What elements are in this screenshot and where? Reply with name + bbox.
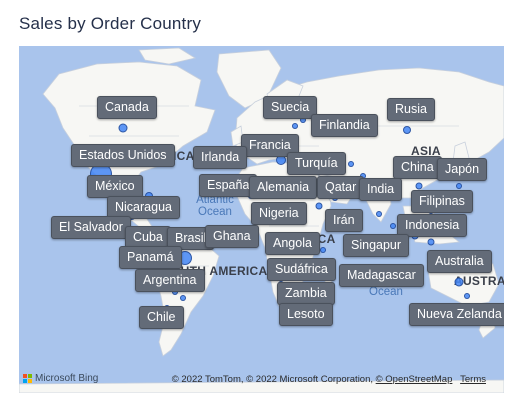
visual-title: Sales by Order Country <box>19 14 202 33</box>
country-tag-francia[interactable]: Francia <box>241 134 299 157</box>
country-tag-madagascar[interactable]: Madagascar <box>339 264 424 287</box>
sales-bubble[interactable] <box>415 182 423 190</box>
sales-bubble[interactable] <box>118 123 128 133</box>
country-tag-suecia[interactable]: Suecia <box>263 96 318 119</box>
sales-bubble[interactable] <box>376 211 382 217</box>
country-tag-mexico[interactable]: México <box>87 175 143 198</box>
country-tag-el-salvador[interactable]: El Salvador <box>51 216 131 239</box>
country-tag-chile[interactable]: Chile <box>139 306 184 329</box>
country-tag-brasil[interactable]: Brasil <box>167 227 215 250</box>
country-tag-singapur[interactable]: Singapur <box>343 234 410 257</box>
country-tag-rusia[interactable]: Rusia <box>387 98 435 121</box>
country-tag-china[interactable]: China <box>393 156 442 179</box>
sales-bubble[interactable] <box>454 277 464 287</box>
country-tag-angola[interactable]: Angola <box>265 232 320 255</box>
terms-link[interactable]: Terms <box>460 374 486 385</box>
map-canvas[interactable]: ASIA RICA OUTH AMERICA ICA AUSTRALI Atla… <box>19 46 504 393</box>
bing-logo: Microsoft Bing <box>23 373 98 384</box>
country-tag-lesoto[interactable]: Lesoto <box>279 303 333 326</box>
country-tag-nicaragua[interactable]: Nicaragua <box>107 196 180 219</box>
sales-bubble[interactable] <box>320 247 326 253</box>
ocean-label-atlantic: Atlantic Ocean <box>196 194 234 218</box>
country-tag-qatar[interactable]: Qatar <box>317 176 365 199</box>
country-tag-panama[interactable]: Panamá <box>119 246 182 269</box>
sales-bubble[interactable] <box>464 293 470 299</box>
country-tag-espana[interactable]: España <box>199 174 258 197</box>
country-tag-estados-unidos[interactable]: Estados Unidos <box>71 144 175 167</box>
sales-bubble[interactable] <box>403 126 411 134</box>
country-tag-irlanda[interactable]: Irlanda <box>193 146 248 169</box>
ocean-label-indian: Ocean <box>369 286 403 298</box>
sales-bubble[interactable] <box>427 238 435 246</box>
map-attribution: © 2022 TomTom, © 2022 Microsoft Corporat… <box>172 374 486 385</box>
country-tag-finlandia[interactable]: Finlandia <box>311 114 378 137</box>
country-tag-australia[interactable]: Australia <box>427 250 492 273</box>
country-tag-ghana[interactable]: Ghana <box>205 225 259 248</box>
sales-bubble[interactable] <box>456 183 462 189</box>
microsoft-logo-icon <box>23 373 33 384</box>
sales-bubble[interactable] <box>180 295 186 301</box>
country-tag-japon[interactable]: Japón <box>437 158 488 181</box>
sales-bubble[interactable] <box>315 202 323 210</box>
country-tag-iran[interactable]: Irán <box>325 209 363 232</box>
country-tag-zambia[interactable]: Zambia <box>277 282 335 305</box>
country-tag-indonesia[interactable]: Indonesia <box>397 214 468 237</box>
sales-bubble[interactable] <box>292 123 298 129</box>
sales-bubble[interactable] <box>348 161 354 167</box>
country-tag-argentina[interactable]: Argentina <box>135 269 205 292</box>
country-tag-sudafrica[interactable]: Sudáfrica <box>267 258 336 281</box>
osm-link[interactable]: © OpenStreetMap <box>375 374 453 385</box>
country-tag-cuba[interactable]: Cuba <box>125 226 171 249</box>
bing-brand-text: Microsoft Bing <box>35 373 99 384</box>
region-label-asia: ASIA <box>411 144 441 158</box>
country-tag-nueva-zelanda[interactable]: Nueva Zelanda <box>409 303 504 326</box>
country-tag-india[interactable]: India <box>359 178 403 201</box>
country-tag-filipinas[interactable]: Filipinas <box>411 190 473 213</box>
country-tag-nigeria[interactable]: Nigeria <box>251 202 307 225</box>
attribution-text: © 2022 TomTom, © 2022 Microsoft Corporat… <box>171 374 376 385</box>
country-tag-turquia[interactable]: Turquía <box>287 152 346 175</box>
country-tag-alemania[interactable]: Alemania <box>249 176 318 199</box>
region-label-australia: AUSTRALI <box>454 274 504 288</box>
sales-bubble[interactable] <box>390 223 396 229</box>
country-tag-canada[interactable]: Canada <box>97 96 157 119</box>
